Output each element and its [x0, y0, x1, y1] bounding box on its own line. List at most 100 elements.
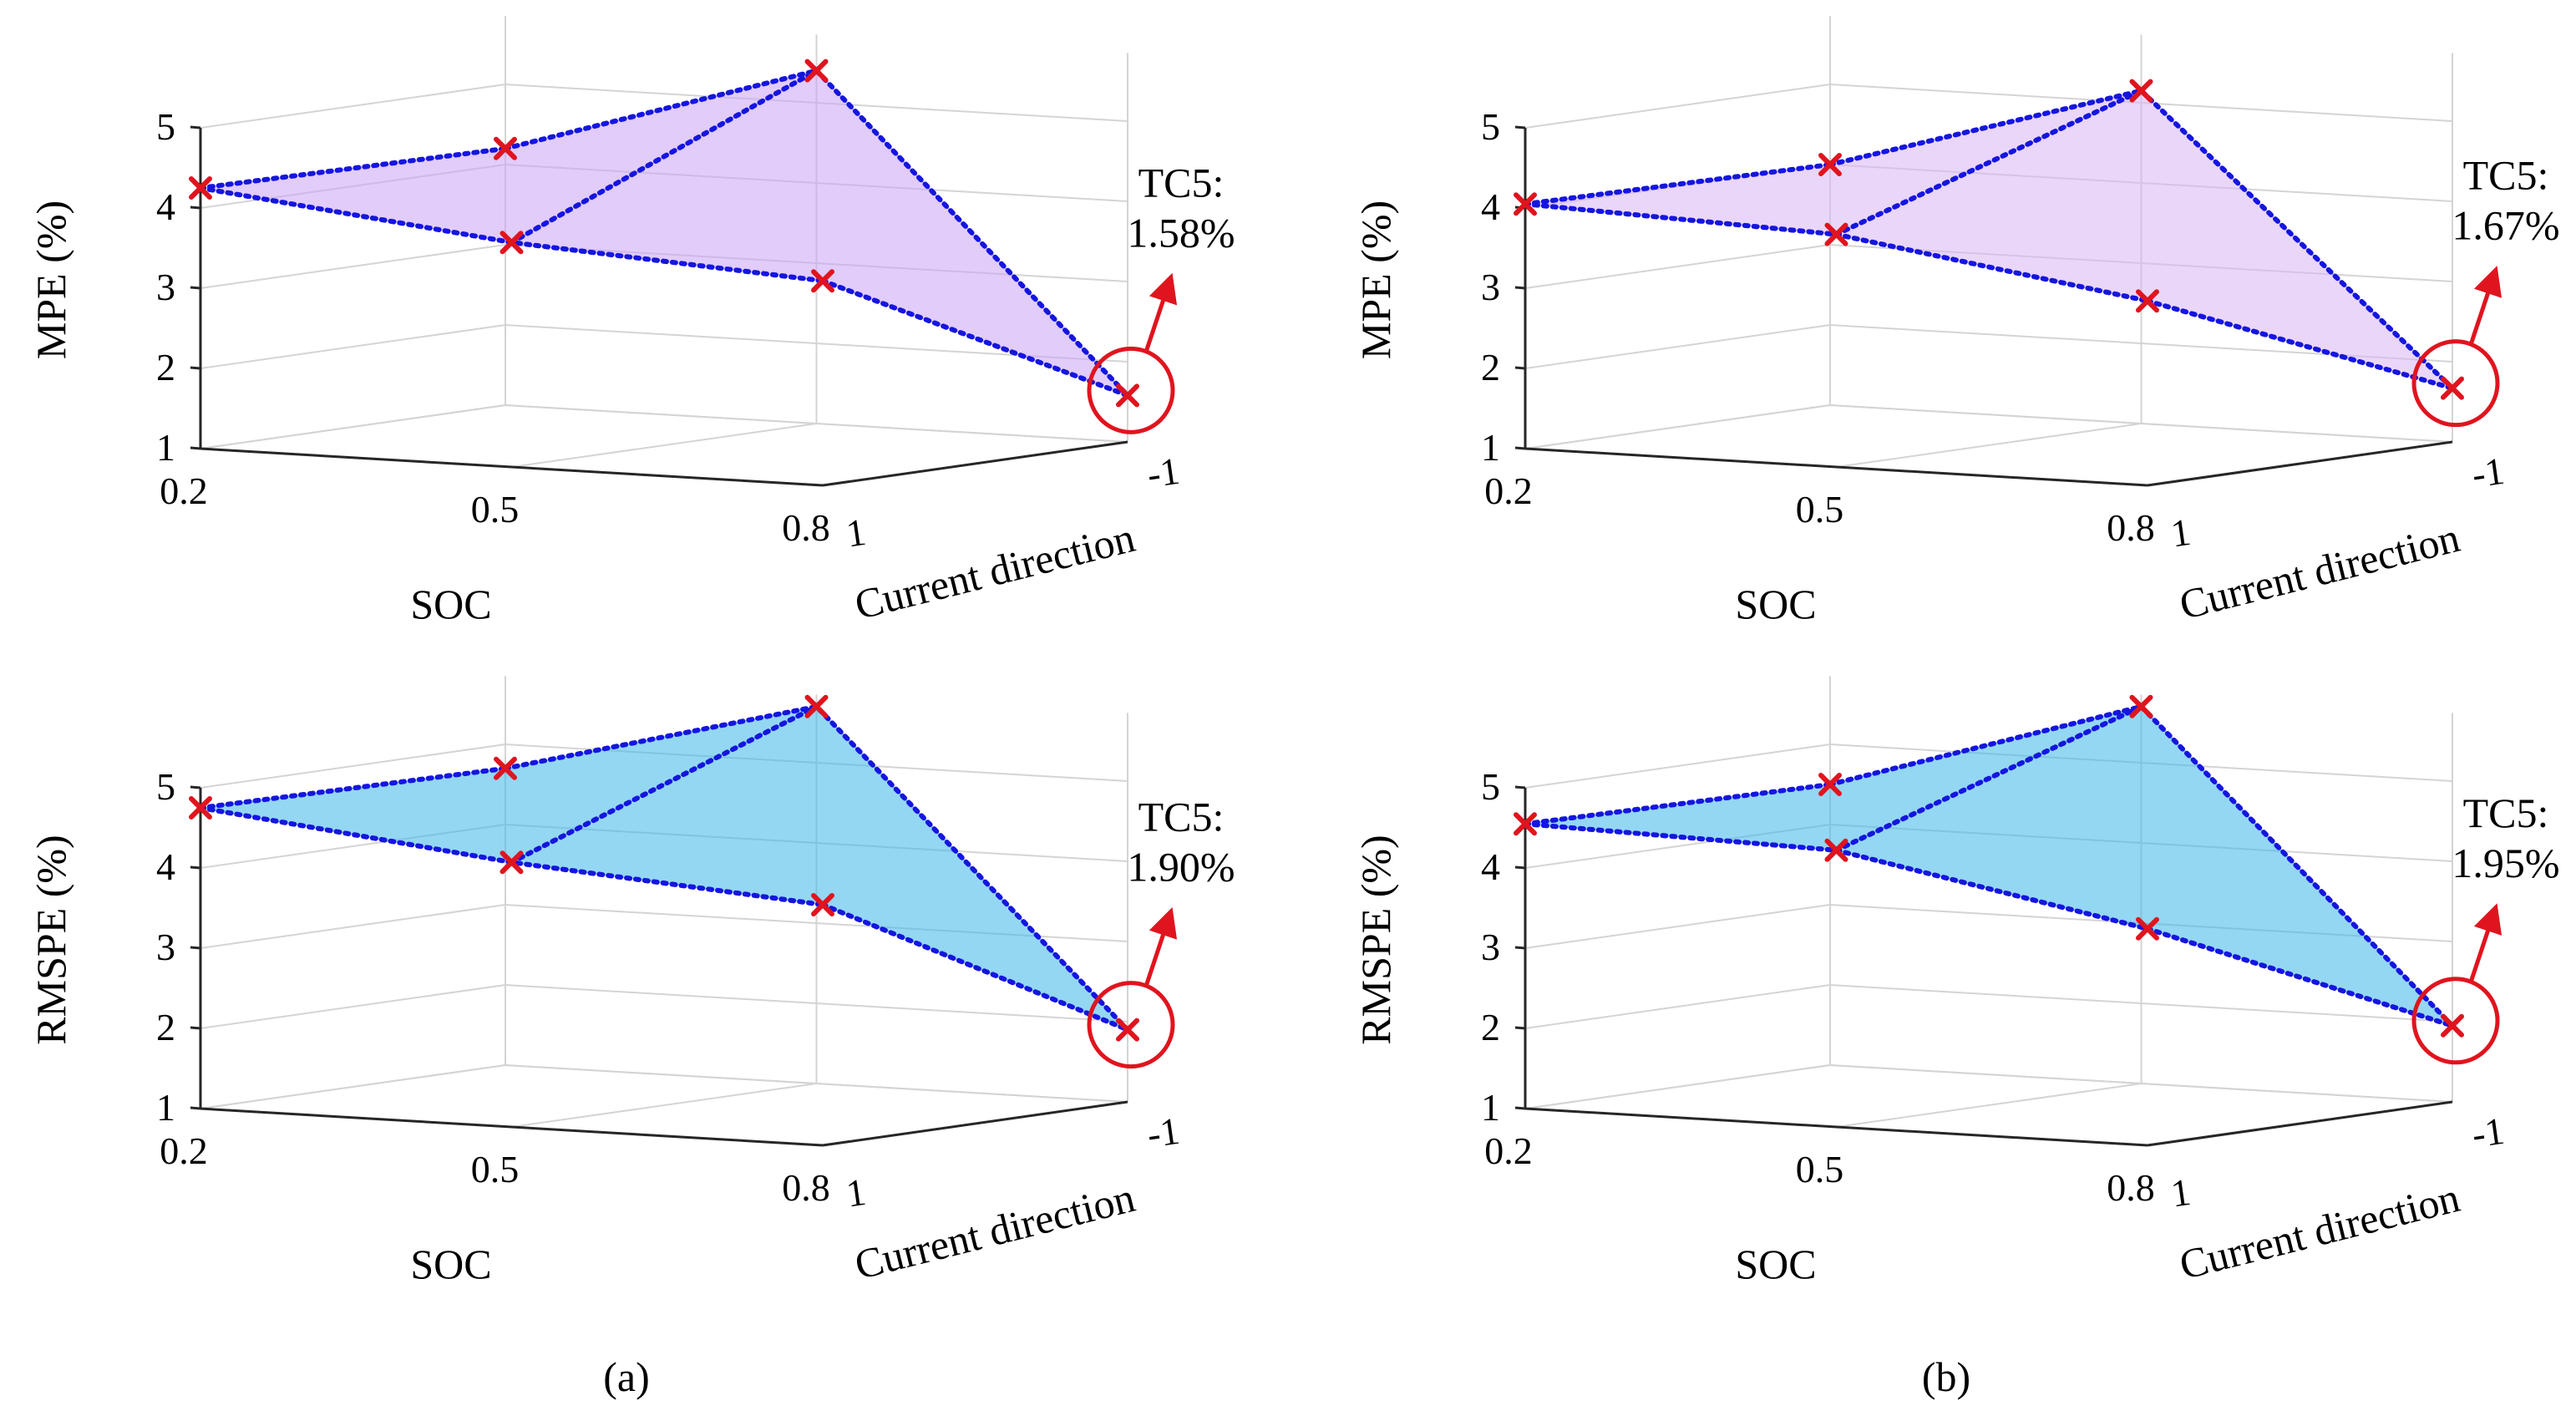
grid-line	[1836, 1083, 2142, 1128]
direction-axis	[2147, 1100, 2453, 1147]
series-line	[509, 68, 819, 246]
data-point-marker	[2129, 694, 2153, 718]
series-line	[509, 703, 819, 865]
grid-line	[200, 744, 506, 789]
soc-axis	[1524, 1107, 2148, 1147]
direction-axis	[2147, 440, 2453, 487]
soc-tick-label: 0.2	[160, 1129, 208, 1172]
data-point-marker	[1116, 1018, 1139, 1042]
value-tick-label: 1	[1481, 426, 1500, 469]
data-point-marker	[811, 269, 834, 293]
highlight-circle	[1087, 346, 1175, 434]
soc-tick-label: 0.8	[2107, 1166, 2155, 1209]
value-axis-title: MPE (%)	[1352, 200, 1399, 359]
markers	[1514, 694, 2464, 1038]
grid-line	[505, 984, 1128, 1023]
soc-axis-title: SOC	[1735, 1241, 1816, 1287]
series-line	[1833, 703, 2144, 853]
series-line	[198, 145, 508, 190]
direction-tick-label: 1	[2168, 510, 2193, 556]
annotation-arrow	[1143, 272, 1178, 353]
grid-line	[505, 404, 1128, 443]
annotation-label: TC5:	[1138, 159, 1225, 206]
data-point-marker	[1818, 153, 1842, 176]
grid-line	[200, 84, 506, 129]
data-point-marker	[494, 136, 517, 160]
value-tick-label: 4	[1481, 185, 1500, 228]
data-point-marker	[499, 231, 524, 255]
data-point-marker	[2136, 916, 2159, 941]
series-line	[820, 278, 1130, 398]
direction-tick-label: -1	[1144, 1109, 1182, 1156]
value-tick-label: 2	[1481, 1006, 1500, 1048]
value-tick-label: 2	[156, 346, 175, 388]
soc-axis-title: SOC	[410, 581, 491, 627]
data-point-marker	[1818, 773, 1842, 796]
series-line	[2145, 926, 2455, 1028]
value-tick-label: 1	[156, 1086, 175, 1129]
grid-line	[1524, 84, 1831, 129]
grid-line	[1524, 244, 1831, 289]
value-tick	[1514, 946, 1526, 950]
value-tick-label: 5	[1481, 105, 1500, 148]
surface	[1524, 90, 2453, 389]
value-tick-label: 4	[1481, 845, 1500, 888]
data-point-marker	[499, 850, 524, 875]
value-tick	[190, 1106, 201, 1110]
soc-tick-label: 0.2	[1484, 469, 1533, 512]
markers	[189, 694, 1139, 1042]
value-tick	[1514, 1106, 1526, 1110]
value-axis-title: MPE (%)	[28, 200, 74, 359]
markers	[1514, 79, 2464, 400]
grid-line	[1524, 404, 1831, 449]
value-tick-label: 5	[156, 765, 175, 808]
annotation-value: 1.95%	[2452, 840, 2559, 886]
annotation-label: TC5:	[1138, 794, 1225, 840]
soc-tick-label: 0.5	[471, 488, 520, 530]
grid-line	[511, 423, 817, 468]
data-point-marker	[494, 756, 517, 780]
surface-patch	[1835, 706, 2453, 1027]
direction-tick-label: 1	[844, 1170, 869, 1216]
annotation-arrow	[1143, 906, 1178, 987]
annotation-arrow	[2468, 266, 2502, 346]
value-tick-label: 3	[156, 926, 175, 968]
panel-caption-b: (b)	[1922, 1353, 1970, 1400]
value-tick	[190, 125, 201, 129]
direction-axis	[822, 1100, 1128, 1147]
value-tick	[190, 206, 201, 210]
chart-panels: 1 2 3 4 5 0.2 0.5 0.8 1 -1 MPE (%) SOC Current direc…	[28, 16, 2560, 1288]
annotation-value: 1.58%	[1127, 209, 1235, 256]
value-tick	[190, 946, 201, 950]
data-point-marker	[189, 176, 212, 200]
annotation-arrow	[2468, 903, 2502, 983]
direction-axis-title: Current direction	[2175, 514, 2464, 628]
chart-panel-4: 1 2 3 4 5 0.2 0.5 0.8 1 -1 RMSPE (%) SOC Current dir…	[1352, 676, 2560, 1288]
axes: 1 2 3 4 5 0.2 0.5 0.8 1 -1	[1481, 765, 2507, 1216]
value-tick-label: 1	[1481, 1086, 1500, 1129]
value-tick-label: 3	[1481, 926, 1500, 968]
chart-panel-3: 1 2 3 4 5 0.2 0.5 0.8 1 -1 RMSPE (%) SOC Current dir…	[28, 676, 1235, 1288]
direction-tick-label: -1	[1144, 449, 1182, 496]
chart-panel-1: 1 2 3 4 5 0.2 0.5 0.8 1 -1 MPE (%) SOC Current direc…	[28, 16, 1235, 628]
soc-axis	[200, 447, 824, 487]
direction-tick-label: 1	[844, 510, 869, 556]
grid-line	[505, 1064, 1128, 1103]
grid-line	[1524, 1064, 1831, 1109]
value-tick	[1514, 785, 1526, 789]
direction-axis-title: Current direction	[850, 1174, 1139, 1288]
soc-tick-label: 0.5	[1796, 1148, 1844, 1190]
value-tick-label: 4	[156, 185, 175, 228]
data-point-marker	[2129, 79, 2153, 103]
grid-line	[1524, 324, 1831, 369]
grid-line	[200, 244, 506, 289]
grid-line	[1524, 744, 1831, 789]
surface	[1524, 706, 2453, 1027]
value-tick	[1514, 286, 1526, 290]
value-tick	[1514, 865, 1526, 870]
value-tick-label: 4	[156, 845, 175, 888]
surface	[200, 706, 1128, 1031]
surface-patch	[510, 69, 1128, 396]
grid-line	[1524, 904, 1831, 949]
